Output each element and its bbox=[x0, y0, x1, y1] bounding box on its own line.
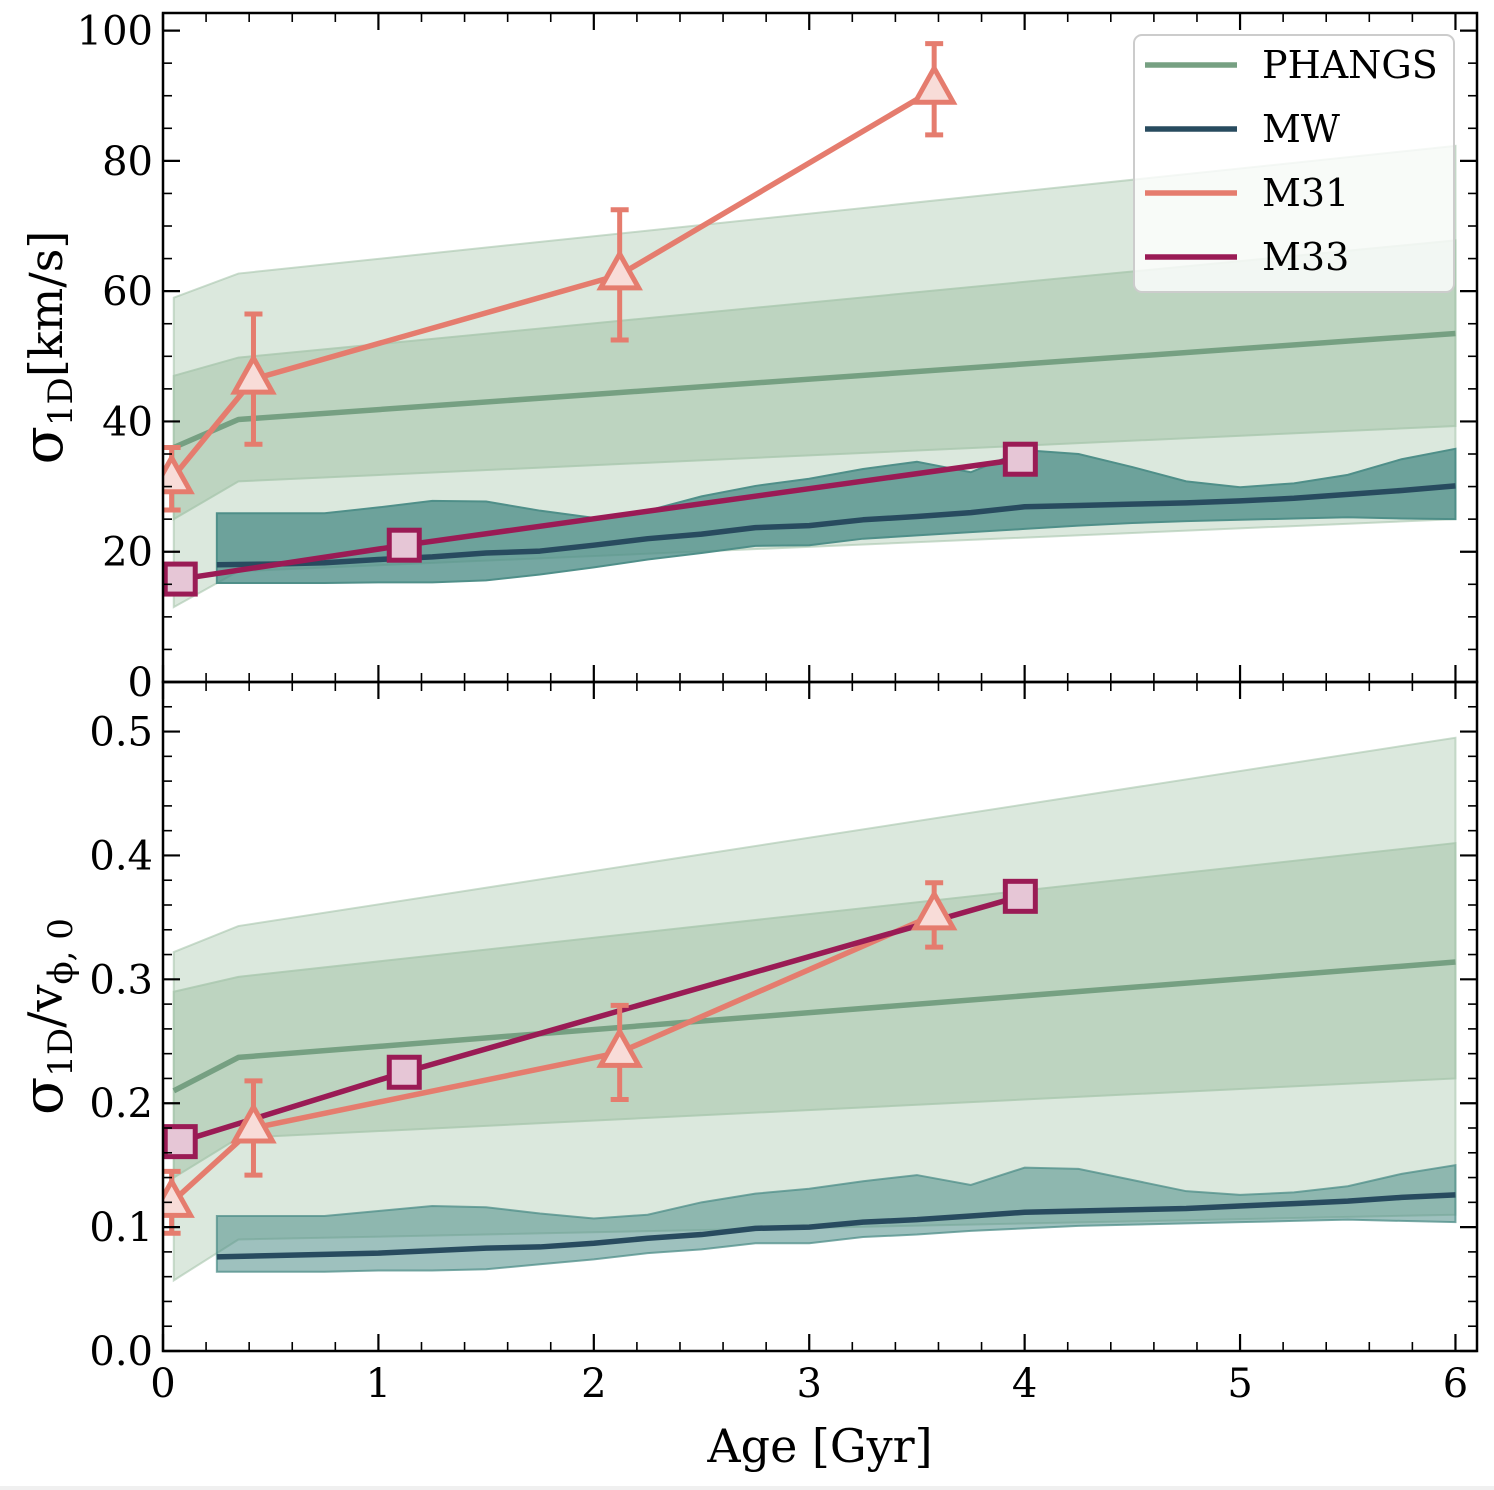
marker-m33 bbox=[386, 1054, 422, 1090]
legend-label: M33 bbox=[1262, 235, 1349, 279]
legend-label: MW bbox=[1262, 107, 1340, 151]
y-tick-label: 0.0 bbox=[89, 1329, 153, 1375]
marker-m31 bbox=[910, 63, 958, 105]
y-tick-label: 0 bbox=[128, 660, 153, 706]
y-tick-label: 20 bbox=[102, 530, 153, 576]
y-axis-label-text: σ1D/vϕ, 0 bbox=[11, 918, 81, 1115]
marker-m33 bbox=[1002, 878, 1038, 914]
y-tick-label: 0.1 bbox=[89, 1205, 153, 1251]
line-phangs bbox=[172, 330, 1456, 451]
y-label-subscript2: ϕ, 0 bbox=[41, 918, 81, 984]
bottom-axes: 0.0 0.1 0.2 0.3 0.4 0.5 0 1 2 3 4 5 6 bbox=[89, 680, 1479, 1407]
y-tick-label: 0.4 bbox=[89, 833, 153, 879]
y-tick-label: 40 bbox=[102, 399, 153, 445]
x-tick-label: 6 bbox=[1443, 1361, 1468, 1407]
marker-m31 bbox=[596, 1026, 643, 1068]
legend-entry-phangs: PHANGS bbox=[1145, 43, 1438, 87]
x-tick-label: 1 bbox=[366, 1361, 391, 1407]
panel-top-velocity-dispersion: 0 20 40 60 80 100 PHANGS MW M31 M33 σ1D[km/s] bbox=[11, 9, 1479, 706]
y-label-sigma: σ bbox=[11, 1077, 76, 1115]
marker-m33 bbox=[163, 561, 198, 597]
line-mw bbox=[216, 483, 1456, 568]
x-axis-label: Age [Gyr] bbox=[706, 1419, 932, 1473]
bottom-strip bbox=[0, 1486, 1494, 1490]
legend-entry-m33: M33 bbox=[1145, 235, 1349, 279]
x-tick-label: 5 bbox=[1227, 1361, 1252, 1407]
y-tick-label: 60 bbox=[102, 269, 153, 315]
y-label-units: [km/s] bbox=[19, 231, 73, 378]
y-label-sigma: σ bbox=[11, 426, 76, 464]
y-tick-label: 0.3 bbox=[89, 957, 153, 1003]
marker-m31 bbox=[230, 352, 277, 395]
axes-frame bbox=[161, 680, 1479, 1353]
line-m31 bbox=[169, 86, 936, 481]
line-phangs bbox=[172, 959, 1456, 1094]
x-tick-label: 0 bbox=[150, 1361, 175, 1407]
legend-label: PHANGS bbox=[1262, 43, 1438, 87]
line-mw bbox=[216, 1192, 1456, 1260]
y-tick-label: 100 bbox=[77, 9, 153, 55]
bottom-y-axis-label: σ1D/vϕ, 0 bbox=[11, 918, 81, 1115]
legend-box bbox=[1133, 34, 1455, 293]
line-m31 bbox=[169, 912, 936, 1205]
x-axis-label-group: Age [Gyr] bbox=[706, 1419, 932, 1473]
y-axis-label-text: σ1D[km/s] bbox=[11, 231, 81, 465]
x-tick-label: 4 bbox=[1012, 1361, 1037, 1407]
y-label-subscript: 1D bbox=[41, 377, 81, 426]
marker-m31 bbox=[596, 248, 643, 291]
y-label-subscript: 1D bbox=[41, 1028, 81, 1077]
marker-m31 bbox=[163, 1176, 195, 1218]
y-tick-label: 0.5 bbox=[89, 710, 153, 756]
y-tick-label: 80 bbox=[102, 139, 153, 185]
panel-bottom-dispersion-ratio: 0.0 0.1 0.2 0.3 0.4 0.5 0 1 2 3 4 5 6 σ1D/vϕ, 0 Age … bbox=[11, 680, 1479, 1473]
bottom-plot-area bbox=[163, 736, 1457, 1283]
x-tick-label: 3 bbox=[797, 1361, 822, 1407]
legend-label: M31 bbox=[1262, 171, 1349, 215]
marker-m31 bbox=[910, 888, 958, 931]
marker-m31 bbox=[230, 1101, 277, 1144]
legend-entry-m31: M31 bbox=[1145, 171, 1349, 215]
marker-m33 bbox=[1002, 441, 1038, 477]
marker-m33 bbox=[163, 1124, 198, 1160]
marker-m33 bbox=[386, 527, 422, 563]
y-label-velocity: /v bbox=[18, 985, 74, 1028]
y-tick-label: 0.2 bbox=[89, 1081, 153, 1127]
legend-entry-mw: MW bbox=[1145, 107, 1340, 151]
top-y-axis-label: σ1D[km/s] bbox=[11, 231, 81, 465]
legend: PHANGS MW M31 M33 bbox=[1133, 34, 1455, 293]
marker-m31 bbox=[163, 452, 195, 495]
x-tick-label: 2 bbox=[581, 1361, 606, 1407]
